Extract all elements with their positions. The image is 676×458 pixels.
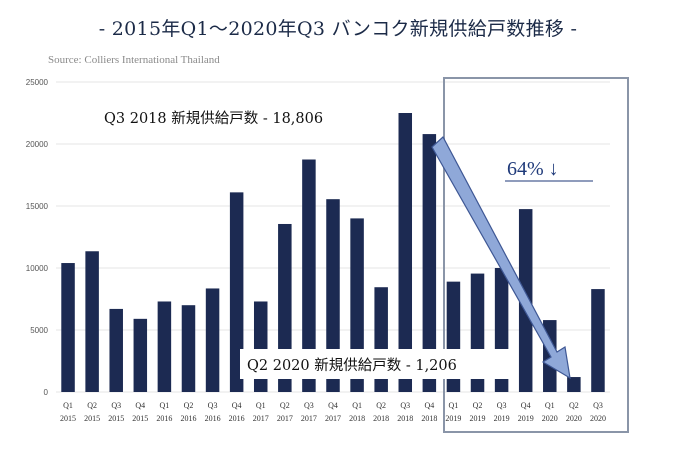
- x-tick-year: 2018: [349, 414, 365, 423]
- bar: [109, 308, 123, 392]
- x-tick-quarter: Q1: [545, 401, 555, 410]
- x-tick-year: 2018: [397, 414, 413, 423]
- bar: [398, 113, 413, 392]
- bar: [181, 305, 196, 392]
- x-tick-year: 2019: [445, 414, 461, 423]
- x-tick-quarter: Q3: [497, 401, 507, 410]
- y-tick-label: 0: [44, 388, 49, 397]
- bar: [567, 377, 581, 392]
- x-tick-quarter: Q4: [232, 401, 242, 410]
- x-tick-year: 2016: [205, 414, 221, 423]
- x-tick-quarter: Q3: [400, 401, 410, 410]
- bar: [205, 288, 220, 392]
- peak-label: Q3 2018 新規供給戸数 - 18,806: [104, 110, 323, 127]
- low-label: Q2 2020 新規供給戸数 - 1,206: [247, 357, 457, 374]
- x-tick-year: 2015: [132, 414, 148, 423]
- x-tick-quarter: Q4: [521, 401, 531, 410]
- x-tick-quarter: Q3: [208, 401, 218, 410]
- x-tick-quarter: Q2: [376, 401, 386, 410]
- chart-title: - 2015年Q1～2020年Q3 バンコク新規供給戸数推移 -: [98, 18, 578, 40]
- x-axis-labels: Q1 2015 Q2 2015 Q3 2015 Q4 2015 Q1 2016 Q2 2016 Q3 20…: [60, 401, 606, 423]
- low-label-background: [240, 349, 512, 379]
- y-tick-label: 20000: [26, 140, 49, 149]
- x-tick-quarter: Q2: [280, 401, 290, 410]
- x-tick-quarter: Q1: [160, 401, 170, 410]
- peak-label-background: [98, 104, 384, 130]
- x-tick-quarter: Q1: [352, 401, 362, 410]
- x-tick-quarter: Q4: [135, 401, 145, 410]
- bar: [85, 251, 99, 392]
- x-tick-year: 2017: [253, 414, 269, 423]
- bar: [422, 134, 437, 392]
- x-tick-quarter: Q1: [256, 401, 266, 410]
- x-tick-year: 2015: [108, 414, 124, 423]
- x-tick-year: 2020: [590, 414, 606, 423]
- bar: [61, 263, 75, 392]
- bar: [133, 318, 148, 392]
- x-tick-year: 2020: [566, 414, 582, 423]
- x-tick-quarter: Q3: [111, 401, 121, 410]
- y-tick-label: 10000: [26, 264, 49, 273]
- x-tick-year: 2017: [325, 414, 341, 423]
- decline-percent: 64% ↓: [507, 158, 559, 180]
- x-tick-year: 2015: [84, 414, 100, 423]
- bar: [157, 301, 172, 392]
- x-tick-quarter: Q4: [328, 401, 338, 410]
- x-tick-year: 2019: [470, 414, 486, 423]
- y-tick-label: 15000: [26, 202, 49, 211]
- y-tick-label: 25000: [26, 78, 49, 87]
- x-tick-quarter: Q2: [184, 401, 194, 410]
- x-tick-year: 2017: [277, 414, 293, 423]
- x-tick-quarter: Q3: [304, 401, 314, 410]
- x-tick-year: 2016: [180, 414, 196, 423]
- x-tick-year: 2018: [421, 414, 437, 423]
- x-tick-quarter: Q2: [569, 401, 579, 410]
- x-tick-quarter: Q4: [424, 401, 434, 410]
- x-tick-quarter: Q2: [87, 401, 97, 410]
- x-tick-quarter: Q2: [473, 401, 483, 410]
- x-tick-year: 2016: [156, 414, 172, 423]
- x-tick-year: 2015: [60, 414, 76, 423]
- x-tick-year: 2020: [542, 414, 558, 423]
- x-tick-quarter: Q1: [63, 401, 73, 410]
- x-tick-year: 2017: [301, 414, 317, 423]
- x-tick-quarter: Q3: [593, 401, 603, 410]
- forecast-highlight-box: [443, 77, 629, 433]
- bar: [326, 199, 340, 392]
- bar: [350, 218, 364, 392]
- x-tick-year: 2016: [229, 414, 245, 423]
- y-axis-ticks: 0 5000 10000 15000 20000 25000: [26, 78, 49, 397]
- bar: [302, 159, 316, 392]
- y-tick-label: 5000: [30, 326, 48, 335]
- decline-arrow: [431, 136, 571, 380]
- bar: [591, 289, 605, 392]
- bar: [229, 192, 244, 392]
- x-tick-quarter: Q1: [449, 401, 459, 410]
- source-note: Source: Colliers International Thailand: [48, 54, 220, 66]
- x-tick-year: 2019: [494, 414, 510, 423]
- x-tick-year: 2019: [518, 414, 534, 423]
- x-tick-year: 2018: [373, 414, 389, 423]
